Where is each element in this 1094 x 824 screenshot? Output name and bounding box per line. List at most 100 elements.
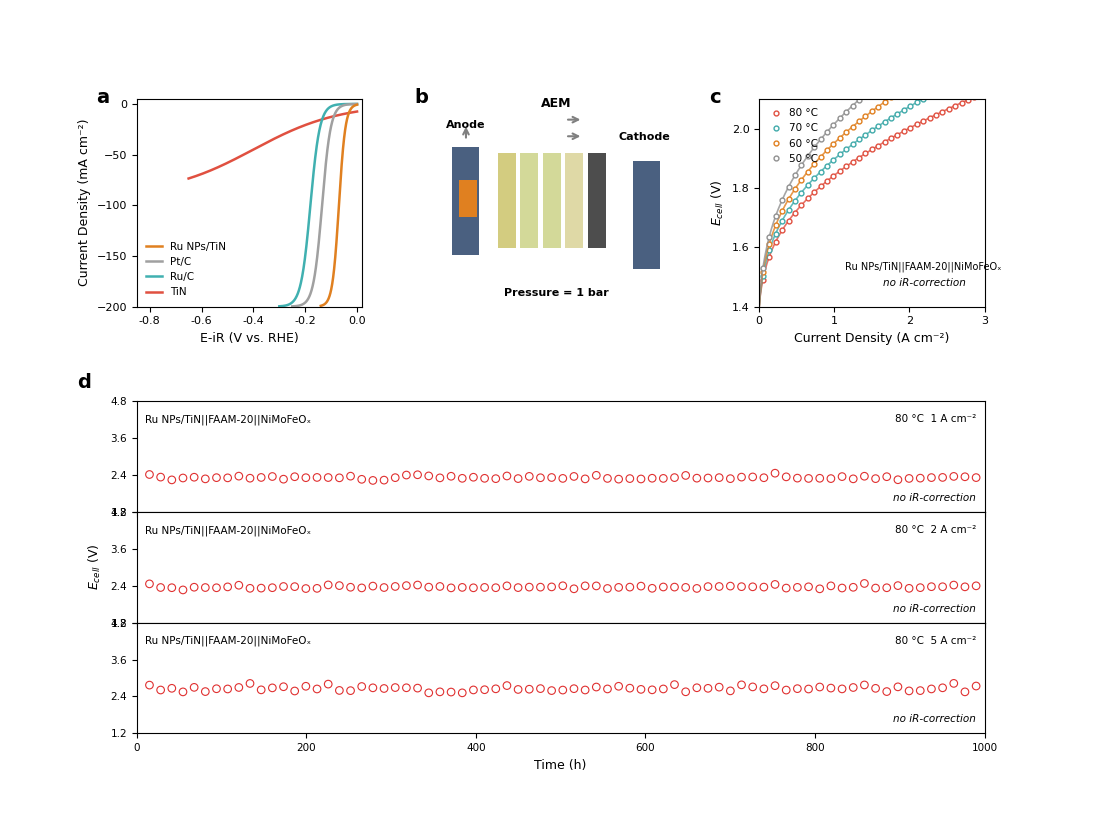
- 80 °C: [968, 92, 981, 102]
- Line: 50 °C: 50 °C: [760, 10, 984, 271]
- Point: [174, 583, 191, 597]
- Point: [744, 681, 761, 694]
- Point: [800, 472, 817, 485]
- Point: [577, 579, 594, 592]
- 50 °C: [814, 134, 827, 144]
- Ru/C: [318, 107, 331, 117]
- 70 °C: [769, 228, 782, 238]
- 80 °C: [878, 137, 892, 147]
- Point: [487, 472, 504, 485]
- 80 °C: [948, 101, 962, 110]
- 60 °C: [852, 116, 865, 126]
- Point: [878, 581, 896, 594]
- Point: [476, 581, 493, 594]
- Point: [945, 677, 963, 690]
- Point: [856, 577, 873, 590]
- 80 °C: [794, 200, 807, 210]
- Point: [264, 681, 281, 695]
- Point: [185, 471, 202, 484]
- Point: [789, 581, 806, 594]
- Point: [789, 682, 806, 695]
- TiN: [335, 110, 348, 119]
- Point: [922, 580, 940, 593]
- Point: [543, 580, 560, 593]
- Point: [744, 471, 761, 484]
- Point: [353, 680, 371, 693]
- Text: Ru NPs/TiN||FAAM-20||NiMoFeOₓ: Ru NPs/TiN||FAAM-20||NiMoFeOₓ: [146, 414, 312, 425]
- Point: [845, 581, 862, 594]
- Line: 60 °C: 60 °C: [760, 41, 984, 275]
- 70 °C: [917, 94, 930, 104]
- Point: [632, 579, 650, 592]
- Ru/C: [272, 302, 286, 311]
- Point: [309, 582, 326, 595]
- FancyBboxPatch shape: [543, 153, 561, 248]
- 60 °C: [820, 145, 834, 155]
- 80 °C: [865, 144, 878, 154]
- Point: [532, 682, 549, 695]
- Point: [554, 683, 571, 696]
- Point: [577, 472, 594, 485]
- Point: [409, 681, 427, 695]
- Point: [766, 679, 783, 692]
- 60 °C: [885, 92, 898, 102]
- Text: 80 °C  5 A cm⁻²: 80 °C 5 A cm⁻²: [895, 636, 976, 646]
- Text: 80 °C  2 A cm⁻²: 80 °C 2 A cm⁻²: [895, 525, 976, 535]
- TiN: [282, 127, 295, 137]
- 70 °C: [923, 91, 936, 101]
- Point: [922, 471, 940, 485]
- Point: [208, 471, 225, 485]
- Point: [755, 471, 772, 485]
- Point: [766, 466, 783, 480]
- Pt/C: [325, 118, 338, 128]
- Legend: Ru NPs/TiN, Pt/C, Ru/C, TiN: Ru NPs/TiN, Pt/C, Ru/C, TiN: [142, 237, 230, 302]
- 50 °C: [859, 89, 872, 99]
- 50 °C: [834, 113, 847, 123]
- 80 °C: [807, 187, 820, 197]
- Point: [598, 582, 616, 595]
- Pt/C: [286, 302, 299, 311]
- Point: [945, 470, 963, 483]
- 50 °C: [904, 54, 917, 63]
- Point: [510, 472, 527, 485]
- Point: [341, 470, 359, 483]
- Point: [967, 471, 985, 485]
- 50 °C: [923, 40, 936, 49]
- 70 °C: [782, 205, 795, 215]
- Point: [900, 684, 918, 697]
- TiN: [324, 112, 337, 122]
- 80 °C: [885, 133, 898, 143]
- FancyBboxPatch shape: [498, 153, 515, 248]
- FancyBboxPatch shape: [459, 180, 477, 218]
- Point: [498, 579, 515, 592]
- Point: [163, 681, 181, 695]
- 80 °C: [917, 116, 930, 126]
- Text: AEM: AEM: [540, 97, 571, 110]
- Pt/C: [340, 100, 353, 110]
- Point: [386, 471, 404, 485]
- 70 °C: [846, 139, 859, 149]
- 60 °C: [789, 184, 802, 194]
- 80 °C: [872, 141, 885, 151]
- 80 °C: [789, 208, 802, 218]
- TiN: [182, 174, 195, 184]
- Point: [375, 581, 393, 594]
- Ru NPs/TiN: [337, 144, 350, 154]
- Point: [834, 470, 851, 483]
- Point: [298, 471, 315, 485]
- Line: Ru/C: Ru/C: [279, 104, 357, 307]
- Point: [465, 471, 482, 484]
- Point: [454, 581, 472, 594]
- Y-axis label: $E_{cell}$ (V): $E_{cell}$ (V): [710, 180, 726, 226]
- Point: [264, 581, 281, 594]
- Point: [319, 471, 337, 485]
- Point: [420, 470, 438, 483]
- Point: [510, 581, 527, 594]
- Line: TiN: TiN: [188, 111, 357, 179]
- 70 °C: [975, 64, 988, 74]
- Text: c: c: [710, 88, 721, 107]
- Point: [397, 579, 415, 592]
- Point: [208, 581, 225, 594]
- Point: [956, 686, 974, 699]
- Point: [174, 686, 191, 699]
